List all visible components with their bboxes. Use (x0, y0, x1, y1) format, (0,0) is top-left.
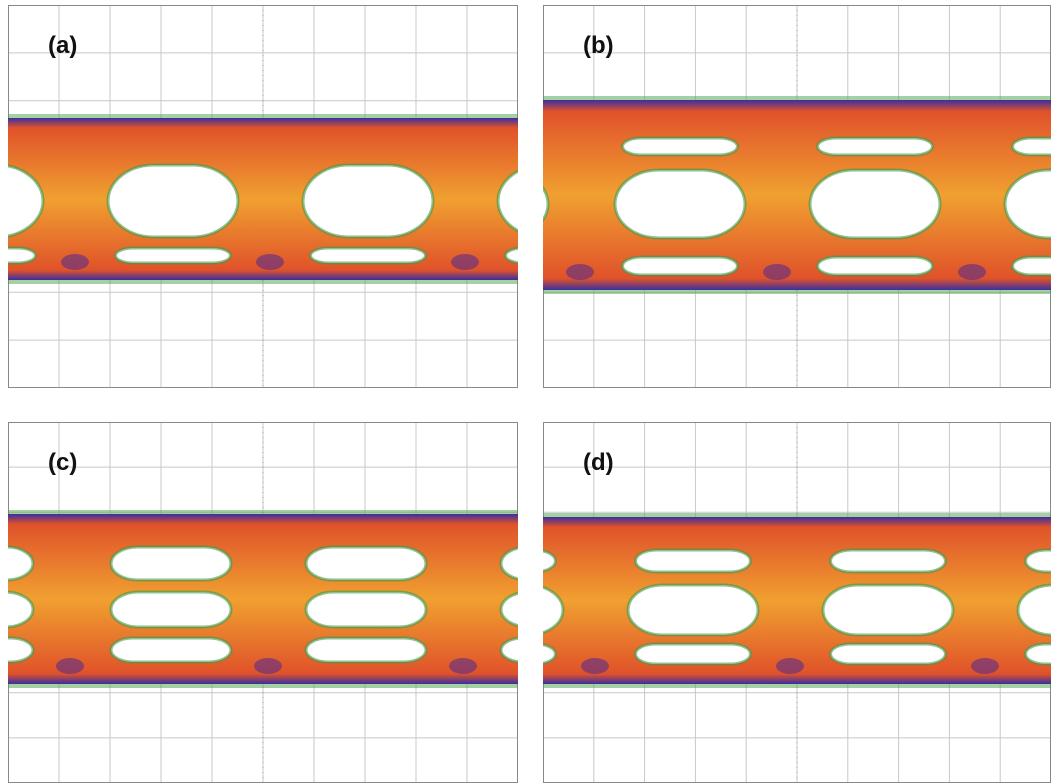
eye-diagram-a: (a) (8, 5, 518, 388)
crossing (776, 658, 804, 674)
eye-opening (1013, 138, 1051, 155)
signal-band (8, 514, 518, 684)
eye-opening (628, 585, 758, 635)
eye-opening (303, 165, 433, 237)
eye-opening (818, 257, 933, 275)
crossing (581, 658, 609, 674)
eye-opening (111, 592, 231, 627)
crossing (958, 264, 986, 280)
eye-opening (810, 170, 940, 238)
crossing (56, 658, 84, 674)
eye-opening (623, 138, 738, 155)
eye-opening (1026, 644, 1051, 664)
crossing (763, 264, 791, 280)
eye-opening (1013, 257, 1051, 275)
eye-opening (1026, 550, 1051, 572)
eye-opening (823, 585, 953, 635)
eye-opening (311, 248, 426, 263)
crossing (566, 264, 594, 280)
eye-opening (623, 257, 738, 275)
eye-opening (818, 138, 933, 155)
eye-opening (636, 644, 751, 664)
panel-label: (a) (48, 32, 77, 59)
eye-diagram-b: (b) (543, 5, 1051, 388)
eye-opening (615, 170, 745, 238)
eye-opening (111, 547, 231, 580)
eye-opening (831, 644, 946, 664)
eye-opening (306, 547, 426, 580)
eye-opening (111, 638, 231, 662)
eye-opening (8, 248, 36, 263)
panel-label: (d) (583, 449, 614, 476)
panel-label: (c) (48, 449, 77, 476)
panel-label: (b) (583, 32, 614, 59)
eye-opening (306, 638, 426, 662)
crossing (449, 658, 477, 674)
eye-opening (116, 248, 231, 263)
eye-diagram-d: (d) (543, 422, 1051, 783)
eye-opening (108, 165, 238, 237)
eye-opening (306, 592, 426, 627)
crossing (971, 658, 999, 674)
figure: (a) (b) (c) (d) (0, 0, 1051, 783)
crossing (256, 254, 284, 270)
crossing (61, 254, 89, 270)
eye-diagram-c: (c) (8, 422, 518, 783)
eye-opening (636, 550, 751, 572)
eye-opening (831, 550, 946, 572)
crossing (451, 254, 479, 270)
crossing (254, 658, 282, 674)
eye-opening (506, 248, 519, 263)
eye-opening (8, 638, 33, 662)
signal-band (543, 517, 1051, 684)
